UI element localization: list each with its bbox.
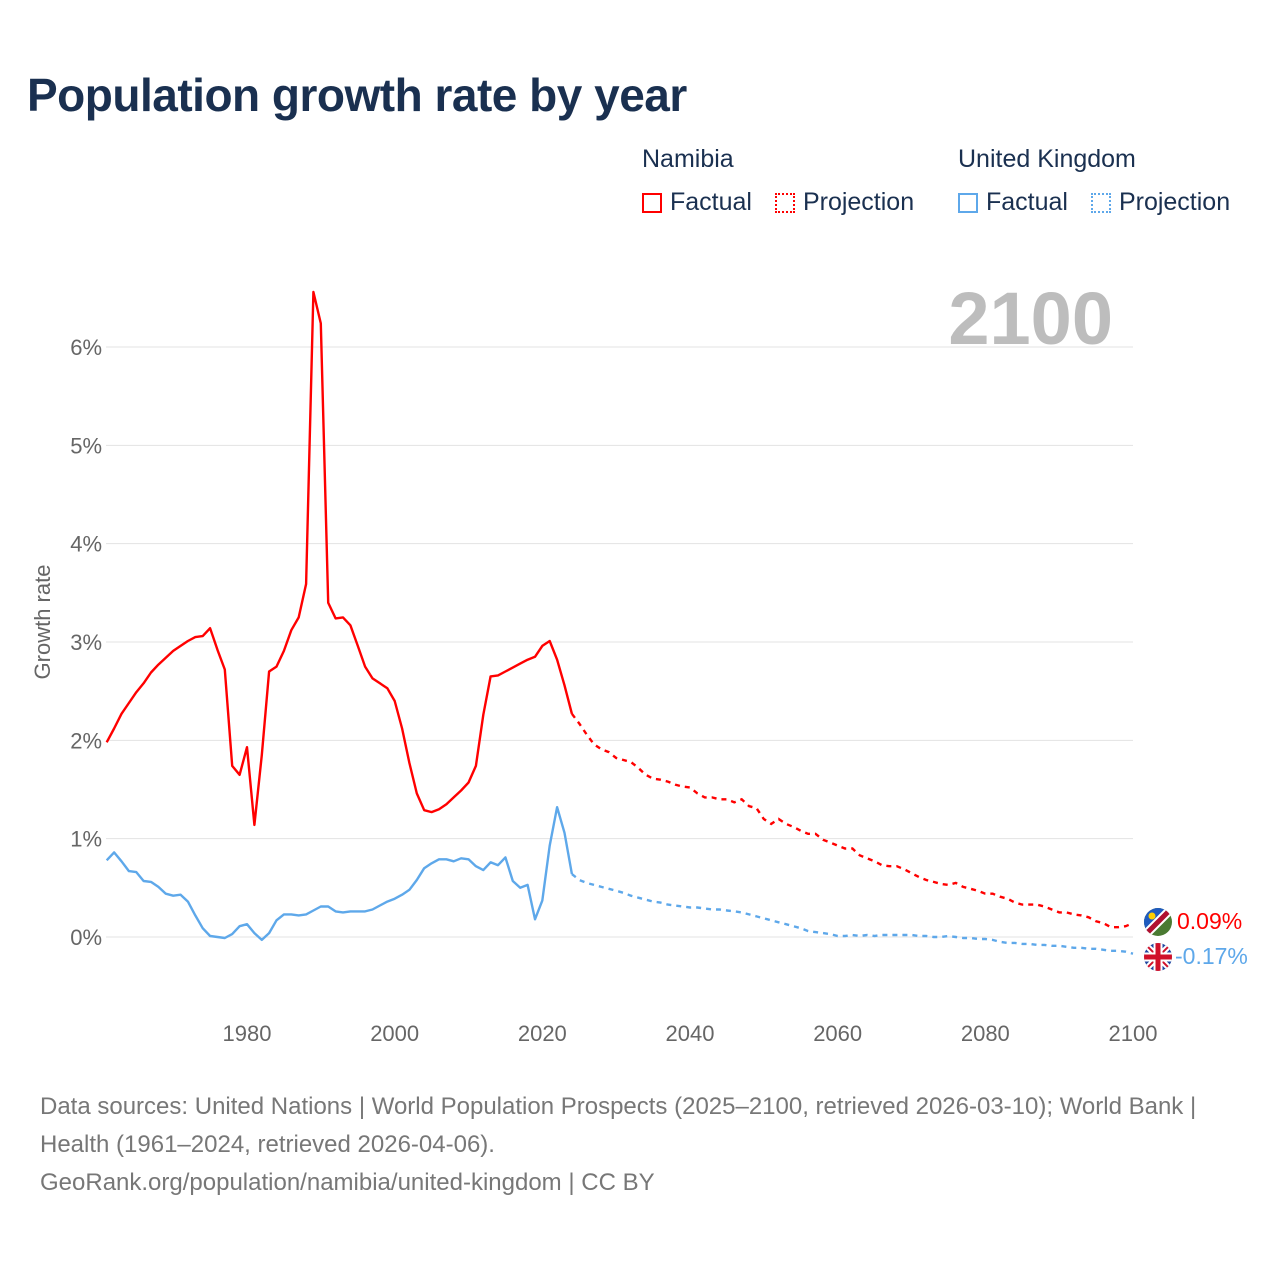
legend-namibia: Namibia Factual Projection — [642, 145, 930, 220]
legend-country-name: United Kingdom — [958, 145, 1136, 173]
y-tick-label: 0% — [70, 925, 102, 950]
legend-label: Factual — [986, 188, 1068, 216]
y-tick-label: 4% — [70, 532, 102, 557]
y-tick-label: 5% — [70, 433, 102, 458]
source-credit-link[interactable]: GeoRank.org/population/namibia/united-ki… — [40, 1169, 655, 1196]
legend-uk-factual[interactable]: Factual — [958, 188, 1068, 217]
namibia-flag-icon — [1144, 908, 1172, 936]
legend-united-kingdom: United Kingdom Factual Projection — [958, 145, 1230, 220]
x-tick-label: 2080 — [961, 1021, 1010, 1046]
x-tick-label: 1980 — [223, 1021, 272, 1046]
united-kingdom-flag-icon — [1144, 943, 1172, 971]
x-tick-label: 2060 — [813, 1021, 862, 1046]
chart-title: Population growth rate by year — [27, 69, 687, 121]
y-tick-label: 1% — [70, 827, 102, 852]
namibia-projection-line — [570, 713, 1134, 929]
x-tick-label: 2020 — [518, 1021, 567, 1046]
year-indicator: 2100 — [948, 277, 1113, 360]
x-tick-label: 2000 — [370, 1021, 419, 1046]
uk-end-value: -0.17% — [1175, 943, 1248, 969]
y-tick-label: 3% — [70, 630, 102, 655]
legend-country-name: Namibia — [642, 145, 734, 173]
namibia-end-value: 0.09% — [1177, 908, 1242, 934]
solid-swatch-icon — [642, 192, 662, 213]
solid-swatch-icon — [958, 192, 978, 213]
footer: Data sources: United Nations | World Pop… — [40, 1088, 1240, 1202]
legend-label: Projection — [1118, 188, 1231, 216]
y-axis-label: Growth rate — [30, 565, 55, 680]
legend-namibia-factual[interactable]: Factual — [642, 188, 752, 217]
united-kingdom-factual-line — [105, 806, 574, 942]
data-sources: Data sources: United Nations | World Pop… — [40, 1093, 1197, 1158]
legend-uk-projection[interactable]: Projection — [1090, 188, 1231, 217]
y-tick-label: 6% — [70, 335, 102, 360]
y-tick-label: 2% — [70, 728, 102, 753]
dotted-swatch-icon — [1090, 192, 1111, 213]
namibia-factual-line — [105, 290, 574, 827]
x-tick-label: 2100 — [1109, 1021, 1158, 1046]
dotted-swatch-icon — [774, 192, 795, 213]
united-kingdom-projection-line — [571, 873, 1134, 955]
x-tick-label: 2040 — [666, 1021, 715, 1046]
legend-label: Projection — [802, 188, 915, 216]
legend-namibia-projection[interactable]: Projection — [774, 188, 915, 217]
legend-label: Factual — [670, 188, 752, 216]
